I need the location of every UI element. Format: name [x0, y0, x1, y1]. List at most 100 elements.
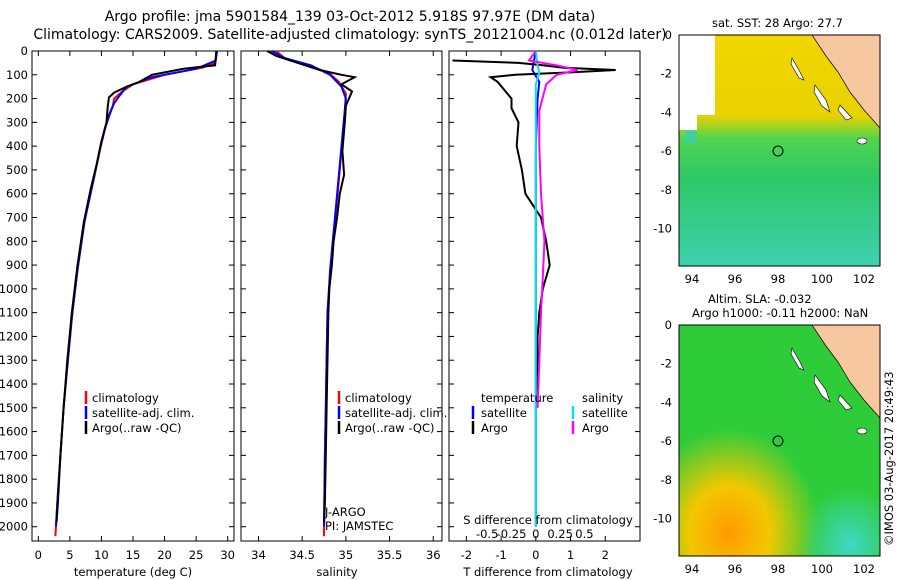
sla-argo-position-marker — [772, 435, 784, 447]
diff-legend-s-satellite-label: satellite — [582, 406, 628, 420]
island-sla-3 — [837, 394, 853, 411]
island-sst-2 — [813, 84, 831, 113]
map-lat-tick-label: -10 — [653, 222, 672, 236]
depth-tick-label: 300 — [6, 115, 28, 129]
pi-jamstec-annotation: PI: JAMSTEC — [325, 519, 393, 533]
island-sla-2 — [813, 374, 831, 403]
map-lat-tick-label: -10 — [653, 512, 672, 526]
diff-legend-salinity-title: salinity — [582, 391, 623, 405]
sst-argo-position-marker — [772, 145, 784, 157]
sst-map-title: sat. SST: 28 Argo: 27.7 — [712, 16, 843, 30]
salinity-diff-tick-label: 0.5 — [575, 527, 593, 541]
sst-map-frame — [678, 34, 881, 267]
sal-legend-argo-label: Argo(..raw -QC) — [345, 421, 435, 435]
salinity-diff-tick-label: 0.25 — [547, 527, 573, 541]
map-axis-ticks: 94 96 98 100 102 0 -2 -4 -6 -8 -10 94 96 98 100 102 0 -2 -… — [653, 28, 875, 576]
map-lat-tick-label: -2 — [661, 357, 672, 371]
depth-tick-label: 100 — [6, 68, 28, 82]
map-lat-tick-label: 0 — [665, 28, 672, 42]
legend-argo-label: Argo(..raw -QC) — [92, 421, 182, 435]
map-lat-tick-label: -6 — [661, 434, 672, 448]
sst-missing-data-block-2 — [679, 115, 697, 130]
depth-axis-ticks: 0 100 200 300 400 500 600 700 800 900 1000 1100 1200… — [0, 44, 640, 534]
map-lon-tick-label: 98 — [771, 272, 786, 286]
series-s-satellite — [534, 50, 541, 527]
depth-tick-label: 1600 — [0, 425, 28, 439]
diff-legend-t-satellite-label: satellite — [481, 406, 527, 420]
map-lon-tick-label: 100 — [811, 562, 833, 576]
jargo-annotation: J-ARGO — [324, 505, 366, 519]
depth-tick-label: 500 — [6, 163, 28, 177]
map-lat-tick-label: -4 — [661, 395, 672, 409]
map-lat-tick-label: 0 — [665, 318, 672, 332]
depth-tick-label: 0 — [21, 44, 28, 58]
x-tick-label: 0 — [35, 548, 42, 562]
difference-legend: temperature satellite Argo salinity sate… — [471, 391, 628, 435]
depth-tick-label: 1500 — [0, 401, 28, 415]
imos-credit: ©IMOS 03-Aug-2017 20:49:43 — [882, 371, 896, 546]
depth-tick-label: 1100 — [0, 306, 28, 320]
sla-map-title-1: Altim. SLA: -0.032 — [708, 292, 812, 306]
map-lat-tick-label: -8 — [661, 183, 672, 197]
depth-tick-label: 1800 — [0, 472, 28, 486]
series-climatology — [275, 50, 347, 537]
x-tick-label: 30 — [220, 548, 235, 562]
series-climatology — [54, 50, 218, 537]
x-tick-label: 15 — [126, 548, 141, 562]
map-lat-tick-label: -4 — [661, 105, 672, 119]
legend-satellite-label: satellite-adj. clim. — [92, 406, 194, 420]
temperature-axis-label: temperature (deg C) — [74, 565, 192, 579]
depth-tick-label: 200 — [6, 92, 28, 106]
salinity-plot-frame — [240, 50, 443, 542]
sal-legend-climatology-label: climatology — [345, 391, 412, 405]
depth-tick-label: 1300 — [0, 353, 28, 367]
temperature-plot-frame — [31, 50, 235, 542]
sla-map-title-2: Argo h1000: -0.11 h2000: NaN — [692, 306, 869, 320]
x-tick-label: 10 — [94, 548, 109, 562]
x-tick-label: 1 — [567, 548, 574, 562]
x-tick-label: 2 — [602, 548, 609, 562]
temperature-series — [54, 50, 218, 537]
sst-missing-data-block — [679, 35, 715, 115]
difference-plot-frame — [448, 50, 641, 542]
series-t-argo — [452, 59, 616, 408]
island-sst-4 — [856, 137, 868, 145]
salinity-diff-tick-label: -0.5 — [476, 527, 498, 541]
legend-climatology-label: climatology — [92, 391, 159, 405]
depth-tick-label: 700 — [6, 211, 28, 225]
salinity-legend: climatology satellite-adj. clim. Argo(..… — [324, 391, 447, 533]
map-lon-tick-label: 102 — [853, 562, 875, 576]
x-tick-label: 34 — [251, 548, 266, 562]
diff-legend-t-argo-label: Argo — [481, 421, 508, 435]
depth-tick-label: 1700 — [0, 448, 28, 462]
salinity-axis-label: salinity — [316, 565, 357, 579]
depth-tick-label: 1000 — [0, 282, 28, 296]
salinity-series — [266, 50, 358, 537]
map-lon-tick-label: 94 — [685, 562, 700, 576]
map-lon-tick-label: 96 — [728, 562, 743, 576]
salinity-axis-ticks: 34 34.5 35 35.5 36 — [251, 51, 441, 562]
depth-tick-label: 2000 — [0, 520, 28, 534]
island-sst-3 — [837, 104, 853, 121]
series-satellite-adj-clim- — [55, 50, 218, 527]
depth-tick-label: 1400 — [0, 377, 28, 391]
depth-tick-label: 1200 — [0, 329, 28, 343]
map-lat-tick-label: -6 — [661, 144, 672, 158]
map-lat-tick-label: -8 — [661, 473, 672, 487]
x-tick-label: 35.5 — [377, 548, 403, 562]
temperature-axis-ticks: 0 5 10 15 20 25 30 — [35, 51, 235, 562]
x-tick-label: 20 — [157, 548, 172, 562]
x-tick-label: 34.5 — [289, 548, 315, 562]
depth-tick-label: 600 — [6, 187, 28, 201]
sst-cyan-pixel — [685, 131, 697, 143]
depth-tick-label: 1900 — [0, 496, 28, 510]
x-tick-label: -2 — [461, 548, 472, 562]
series-s-argo — [527, 50, 578, 408]
sal-legend-satellite-label: satellite-adj. clim. — [345, 406, 447, 420]
chart-title-line2: Climatology: CARS2009. Satellite-adjuste… — [33, 27, 667, 43]
sst-map — [678, 34, 881, 267]
map-lon-tick-label: 100 — [811, 272, 833, 286]
diff-legend-temperature-title: temperature — [481, 391, 553, 405]
x-tick-label: 25 — [189, 548, 204, 562]
map-lon-tick-label: 102 — [853, 272, 875, 286]
